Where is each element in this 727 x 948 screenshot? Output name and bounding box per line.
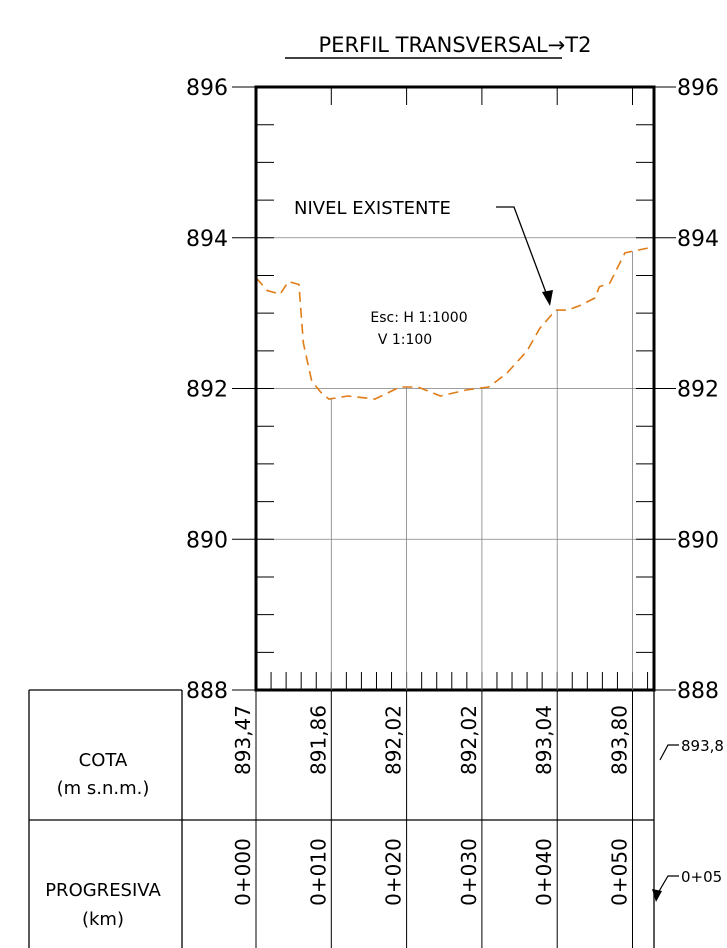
cota-end-leader — [659, 744, 679, 761]
cota-value: 891,86 — [306, 705, 330, 775]
cota-values: 893,47 891,86 892,02 892,02 893,04 893,80 — [231, 705, 632, 775]
y-tick-label-right: 890 — [677, 528, 719, 553]
cota-row-label: COTA — [79, 750, 128, 771]
progresiva-value: 0+000 — [231, 838, 255, 906]
cota-value: 893,80 — [608, 705, 632, 775]
y-tick-label-right: 892 — [677, 378, 719, 403]
y-tick-label-right: 888 — [677, 679, 719, 704]
y-tick-label-left: 894 — [186, 227, 228, 252]
y-tick-label-right: 894 — [677, 227, 719, 252]
y-tick-label-left: 892 — [186, 378, 228, 403]
progresiva-value: 0+030 — [457, 838, 481, 906]
scale-note-horizontal: Esc: H 1:1000 — [370, 310, 467, 326]
progresiva-value: 0+020 — [382, 838, 406, 906]
y-axis-right: 888 890 892 894 896 — [654, 76, 719, 704]
chart-series — [255, 246, 655, 400]
chart-grid — [256, 237, 654, 540]
station-lines — [255, 251, 633, 948]
progresiva-value: 0+050 — [608, 838, 632, 906]
cota-value: 892,02 — [382, 705, 406, 775]
annotation-leader — [496, 206, 549, 299]
drawing-title: PERFIL TRANSVERSAL→T2 — [319, 33, 592, 57]
data-table — [28, 689, 655, 948]
cota-end-value: 893,8 — [681, 737, 724, 755]
cota-row-units: (m s.n.m.) — [57, 778, 150, 799]
y-tick-label-left: 896 — [186, 76, 228, 101]
progresiva-value: 0+040 — [532, 838, 556, 906]
chart-frame-ticks — [255, 87, 654, 690]
progresiva-row-label: PROGRESIVA — [45, 880, 161, 901]
terrain-line — [255, 246, 655, 400]
cota-value: 892,02 — [457, 705, 481, 775]
progresiva-values: 0+000 0+010 0+020 0+030 0+040 0+050 — [231, 838, 632, 906]
scale-note-vertical: V 1:100 — [378, 332, 432, 348]
chart-frame — [254, 85, 656, 692]
annotation-label: NIVEL EXISTENTE — [294, 198, 451, 219]
y-tick-label-right: 896 — [677, 76, 719, 101]
progresiva-end-arrowhead — [652, 889, 662, 902]
progresiva-end-value: 0+05 — [681, 868, 722, 886]
y-tick-label-left: 888 — [186, 679, 228, 704]
progresiva-value: 0+010 — [306, 838, 330, 906]
cota-value: 893,04 — [532, 705, 556, 775]
progresiva-row-units: (km) — [82, 909, 124, 930]
y-axis-left: 888 890 892 894 896 — [186, 76, 256, 704]
progresiva-end-leader — [657, 875, 679, 894]
cota-value: 893,47 — [231, 705, 255, 775]
y-tick-label-left: 890 — [186, 528, 228, 553]
annotation-arrowhead — [542, 290, 553, 306]
